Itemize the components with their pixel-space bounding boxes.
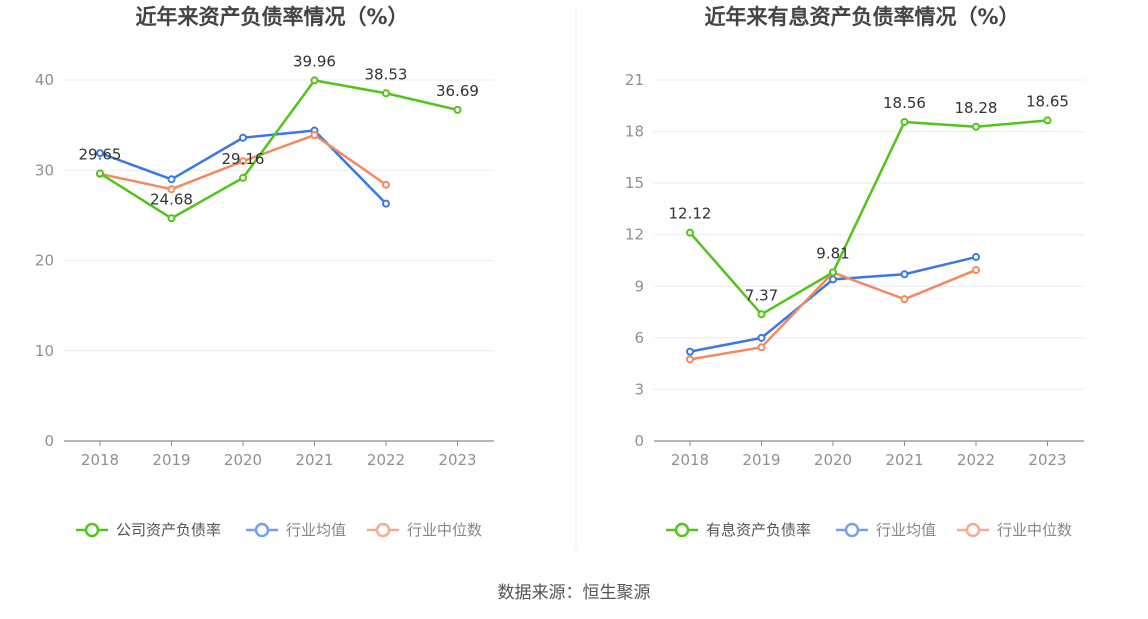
data-point-1 <box>757 333 766 342</box>
data-point-0 <box>900 117 909 126</box>
y-tick-label: 18 <box>625 123 644 141</box>
legend-item: 行业均值 <box>246 521 346 539</box>
y-tick-label: 6 <box>634 329 644 347</box>
data-point-2 <box>167 185 176 194</box>
data-point-2 <box>382 180 390 189</box>
data-point-0 <box>453 105 462 114</box>
data-label: 18.56 <box>883 94 926 112</box>
data-point-0 <box>310 76 319 85</box>
y-tick-label: 30 <box>35 161 54 179</box>
legend-marker <box>375 522 391 538</box>
series-line-0 <box>99 79 458 220</box>
data-point-1 <box>829 275 837 284</box>
x-tick-label: 2023 <box>438 451 476 469</box>
data-point-2 <box>239 157 247 166</box>
legend-item: 行业中位数 <box>957 521 1072 539</box>
x-tick-label: 2019 <box>152 451 190 469</box>
x-tick-label: 2021 <box>295 451 333 469</box>
x-tick-label: 2020 <box>814 451 852 469</box>
legend-item: 有息资产负债率 <box>666 521 811 539</box>
data-point-2 <box>972 265 980 274</box>
legend-label: 有息资产负债率 <box>706 521 811 539</box>
data-label: 39.96 <box>293 52 336 70</box>
data-point-0 <box>972 122 980 131</box>
data-point-1 <box>972 253 980 262</box>
chart-title: 近年来有息资产负债率情况（%） <box>704 5 1019 29</box>
legend-item: 行业均值 <box>836 521 936 539</box>
data-point-2 <box>310 131 319 140</box>
legend-label: 行业中位数 <box>997 521 1072 539</box>
legend-item: 公司资产负债率 <box>76 521 221 539</box>
legend-marker <box>254 522 270 538</box>
legend-label: 行业均值 <box>876 521 936 539</box>
data-point-1 <box>167 175 176 184</box>
data-point-0 <box>167 214 176 223</box>
data-label: 7.37 <box>745 286 778 304</box>
data-point-0 <box>96 169 104 178</box>
series-line-0 <box>689 119 1048 316</box>
y-tick-label: 0 <box>44 432 54 450</box>
y-tick-label: 20 <box>35 252 54 270</box>
data-label: 9.81 <box>816 244 849 262</box>
data-point-2 <box>757 343 766 352</box>
data-label: 18.28 <box>955 99 998 117</box>
y-tick-label: 10 <box>35 342 54 360</box>
x-tick-label: 2022 <box>367 451 405 469</box>
data-point-1 <box>900 270 909 279</box>
data-label: 36.69 <box>436 82 479 100</box>
legend-marker <box>844 522 860 538</box>
data-label: 24.68 <box>150 190 193 208</box>
x-tick-label: 2023 <box>1028 451 1066 469</box>
data-label: 29.16 <box>222 150 265 168</box>
chart-title: 近年来资产负债率情况（%） <box>135 5 408 29</box>
x-tick-label: 2018 <box>81 451 119 469</box>
data-label: 18.65 <box>1026 92 1069 110</box>
y-tick-label: 21 <box>625 71 644 89</box>
data-label: 12.12 <box>669 205 712 223</box>
data-point-0 <box>686 228 694 237</box>
x-tick-label: 2021 <box>885 451 923 469</box>
data-point-1 <box>686 347 694 356</box>
data-point-2 <box>900 295 909 304</box>
data-source-label: 数据来源：恒生聚源 <box>498 583 651 603</box>
y-tick-label: 15 <box>625 174 644 192</box>
y-tick-label: 12 <box>625 226 644 244</box>
data-point-1 <box>382 199 390 208</box>
data-label: 38.53 <box>365 65 408 83</box>
legend-marker <box>84 522 100 538</box>
data-point-0 <box>239 173 247 182</box>
data-point-0 <box>829 268 837 277</box>
data-point-1 <box>239 133 247 142</box>
y-tick-label: 40 <box>35 71 54 89</box>
chart-left: 近年来资产负债率情况（%） 0 10 20 30 40 2018 2019 2020 2021 20… <box>35 5 494 539</box>
chart-right: 近年来有息资产负债率情况（%） 0 3 6 9 12 15 18 21 2018 2019 2020 2… <box>625 5 1084 539</box>
data-point-0 <box>757 310 766 319</box>
y-tick-label: 0 <box>634 432 644 450</box>
legend-label: 行业均值 <box>286 521 346 539</box>
legend-item: 行业中位数 <box>367 521 482 539</box>
data-point-1 <box>96 149 104 158</box>
data-point-2 <box>686 355 694 364</box>
y-tick-label: 3 <box>634 380 644 398</box>
legend-label: 行业中位数 <box>407 521 482 539</box>
x-tick-label: 2022 <box>957 451 995 469</box>
y-tick-label: 9 <box>634 277 644 295</box>
x-tick-label: 2018 <box>671 451 709 469</box>
data-point-0 <box>1043 116 1052 125</box>
data-point-0 <box>382 89 390 98</box>
data-label: 29.65 <box>79 145 122 163</box>
legend-marker <box>965 522 981 538</box>
legend-marker <box>674 522 690 538</box>
x-tick-label: 2019 <box>742 451 780 469</box>
x-tick-label: 2020 <box>224 451 262 469</box>
legend-label: 公司资产负债率 <box>116 521 221 539</box>
